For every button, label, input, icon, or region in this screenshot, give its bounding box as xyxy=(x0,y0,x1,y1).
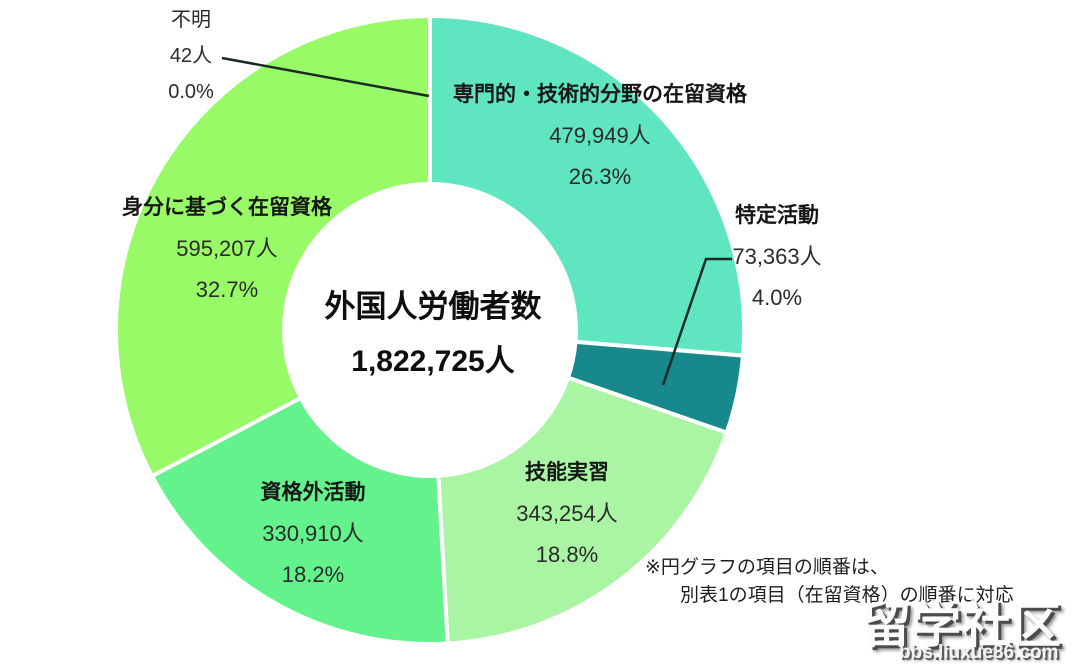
segment-percent: 32.7% xyxy=(195,277,259,302)
segment-percent: 4.0% xyxy=(751,285,803,310)
segment-value: 330,910人 xyxy=(262,521,364,546)
segment-value: 479,949人 xyxy=(549,123,651,148)
segment-name: 身分に基づく在留資格 xyxy=(122,196,332,219)
chart-center-label: 外国人労働者数 1,822,725人 xyxy=(325,288,542,380)
segment-name: 専門的・技術的分野の在留資格 xyxy=(453,83,747,106)
chart-total-value: 1,822,725人 xyxy=(351,345,515,378)
segment-value: 42人 xyxy=(169,45,213,67)
segment-label-status-based: 身分に基づく在留資格 595,207人 32.7% xyxy=(122,187,332,310)
leader-line-designated-activities xyxy=(661,257,732,386)
segment-name: 不明 xyxy=(171,9,211,31)
pie-segment-4 xyxy=(113,14,432,479)
segment-name: 技能実習 xyxy=(525,461,609,484)
segment-percent: 26.3% xyxy=(568,164,632,189)
footnote-line-1: ※円グラフの項目の順番は、 xyxy=(645,557,889,578)
chart-title: 外国人労働者数 xyxy=(324,289,542,324)
chart-footnote: ※円グラフの項目の順番は、 別表1の項目（在留資格）の順番に対応 xyxy=(645,554,1014,610)
segment-label-outside-qualification: 資格外活動 330,910人 18.2% xyxy=(261,472,366,595)
footnote-line-2: 別表1の項目（在留資格）の順番に対応 xyxy=(680,585,1014,606)
pie-segment-0 xyxy=(428,14,747,358)
segment-label-designated-activities: 特定活動 73,363人 4.0% xyxy=(732,195,821,318)
segment-value: 343,254人 xyxy=(516,501,618,526)
pie-segment-3 xyxy=(150,395,450,646)
pie-segment-2 xyxy=(436,375,729,646)
segment-percent: 18.8% xyxy=(535,542,599,567)
watermark-url: bbs.liuxue86.com xyxy=(899,642,1059,663)
segment-label-technical-intern: 技能実習 343,254人 18.8% xyxy=(516,452,618,575)
segment-label-unknown: 不明 42人 0.0% xyxy=(168,2,214,110)
watermark-logo: 留学社区 xyxy=(862,599,1063,653)
leader-line-unknown xyxy=(221,56,430,98)
segment-percent: 0.0% xyxy=(168,81,214,103)
segment-name: 資格外活動 xyxy=(260,481,366,504)
segment-percent: 18.2% xyxy=(281,562,345,587)
segment-name: 特定活動 xyxy=(734,204,819,227)
segment-value: 595,207人 xyxy=(176,236,278,261)
segment-label-professional: 専門的・技術的分野の在留資格 479,949人 26.3% xyxy=(453,74,747,197)
segment-value: 73,363人 xyxy=(732,244,822,269)
